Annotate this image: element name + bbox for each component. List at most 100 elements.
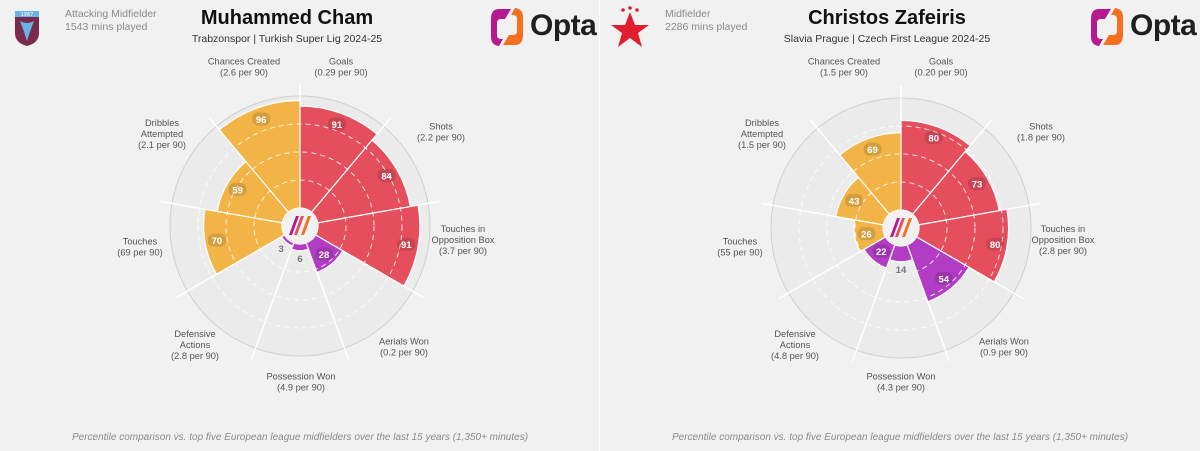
category-per90: (0.20 per 90) — [914, 68, 967, 78]
category-label: Dribbles — [745, 118, 779, 128]
value-label: 73 — [972, 180, 983, 191]
value-badge — [924, 131, 943, 145]
value-label: 28 — [319, 250, 330, 261]
category-label: Touches — [123, 237, 158, 247]
value-badge — [863, 142, 882, 156]
value-badge — [252, 112, 271, 126]
radar-gridline — [197, 123, 403, 329]
category-label: Possession Won — [266, 372, 335, 382]
category-label: Opposition Box — [431, 235, 494, 245]
value-label: 3 — [278, 244, 283, 255]
value-badge — [397, 237, 416, 251]
category-per90: (55 per 90) — [717, 248, 762, 258]
category-label: Dribbles — [145, 118, 179, 128]
opta-wordmark: Opta — [530, 9, 597, 42]
svg-text:1967: 1967 — [21, 12, 34, 18]
minutes-played: 1543 mins played — [65, 21, 148, 33]
value-label: 69 — [867, 145, 878, 156]
category-label: Defensive — [774, 329, 815, 339]
value-badge — [228, 182, 247, 196]
category-per90: (2.6 per 90) — [220, 68, 268, 78]
value-badge — [857, 227, 876, 241]
value-badge — [934, 271, 953, 285]
category-label: Touches in — [441, 224, 485, 234]
player-position: Attacking Midfielder — [65, 8, 157, 20]
category-label: Actions — [780, 340, 811, 350]
category-label: Attempted — [741, 129, 783, 139]
value-badge — [845, 193, 864, 207]
value-label: 80 — [990, 240, 1001, 251]
radar-wedge-possession-won — [290, 242, 310, 252]
opta-logo-icon — [1091, 8, 1123, 46]
category-per90: (0.2 per 90) — [380, 348, 428, 358]
value-label: 26 — [861, 230, 872, 241]
value-label: 91 — [401, 240, 412, 251]
category-label: Touches in — [1041, 224, 1085, 234]
panel-divider — [599, 0, 600, 451]
category-label: Aerials Won — [979, 337, 1029, 347]
radar-gridline — [798, 125, 1004, 331]
category-label: Goals — [929, 57, 954, 67]
player-panel-zafeiris: Midfielder 2286 mins played Christos Zaf… — [600, 0, 1200, 451]
category-label: Possession Won — [866, 372, 935, 382]
value-badge — [315, 247, 334, 261]
category-per90: (4.9 per 90) — [277, 383, 325, 393]
category-per90: (2.8 per 90) — [171, 351, 219, 361]
radar-gridline — [826, 153, 976, 303]
footnote: Percentile comparison vs. top five Europ… — [671, 432, 1129, 443]
value-badge — [986, 237, 1005, 251]
category-per90: (2.1 per 90) — [138, 140, 186, 150]
category-label: Attempted — [141, 129, 183, 139]
slavia-star-icon — [611, 6, 649, 47]
value-label: 84 — [381, 171, 392, 182]
category-label: Goals — [329, 57, 354, 67]
radar-gridline — [253, 179, 347, 273]
value-label: 14 — [896, 265, 907, 276]
value-badge — [207, 233, 226, 247]
value-label: 91 — [332, 120, 343, 131]
category-per90: (1.5 per 90) — [738, 140, 786, 150]
category-per90: (1.8 per 90) — [1017, 133, 1065, 143]
player-position: Midfielder — [665, 8, 711, 20]
opta-center-icon — [289, 216, 299, 235]
opta-center-icon — [294, 216, 304, 235]
value-badge — [377, 168, 396, 182]
radar-chart: 80 73 80 54 14 22 26 43 69 Goals(0.20 per 90) Shot… — [717, 57, 1095, 393]
category-per90: (0.29 per 90) — [314, 68, 367, 78]
opta-center-icon — [301, 216, 311, 235]
category-label: Shots — [429, 122, 453, 132]
opta-center-icon — [895, 218, 905, 237]
category-per90: (0.9 per 90) — [980, 348, 1028, 358]
category-label: Shots — [1029, 122, 1053, 132]
category-per90: (2.2 per 90) — [417, 133, 465, 143]
category-label: Chances Created — [808, 57, 880, 67]
value-label: 59 — [232, 185, 243, 196]
opta-wordmark: Opta — [1130, 9, 1197, 42]
value-label: 96 — [256, 115, 267, 126]
player-name: Christos Zafeiris — [808, 7, 966, 29]
player-panel-cham: 1967 Attacking Midfielder 1543 mins play… — [15, 7, 597, 443]
radar-spoke — [250, 242, 295, 360]
category-per90: (69 per 90) — [117, 248, 162, 258]
value-badge — [327, 117, 346, 131]
category-label: Opposition Box — [1031, 235, 1094, 245]
opta-center-icon — [902, 218, 912, 237]
opta-center-icon — [890, 218, 900, 237]
team-league: Slavia Prague | Czech First League 2024-… — [783, 33, 991, 45]
value-label: 70 — [212, 236, 223, 247]
category-label: Defensive — [174, 329, 215, 339]
value-label: 6 — [297, 254, 302, 265]
value-label: 22 — [876, 247, 887, 258]
value-label: 80 — [928, 134, 939, 145]
footnote: Percentile comparison vs. top five Europ… — [71, 432, 529, 443]
radar-gridline — [854, 181, 948, 275]
category-per90: (3.7 per 90) — [439, 246, 487, 256]
category-label: Touches — [723, 237, 758, 247]
category-per90: (1.5 per 90) — [820, 68, 868, 78]
category-per90: (2.8 per 90) — [1039, 246, 1087, 256]
category-label: Aerials Won — [379, 337, 429, 347]
player-name: Muhammed Cham — [200, 7, 374, 29]
category-per90: (4.3 per 90) — [877, 383, 925, 393]
category-per90: (4.8 per 90) — [771, 351, 819, 361]
